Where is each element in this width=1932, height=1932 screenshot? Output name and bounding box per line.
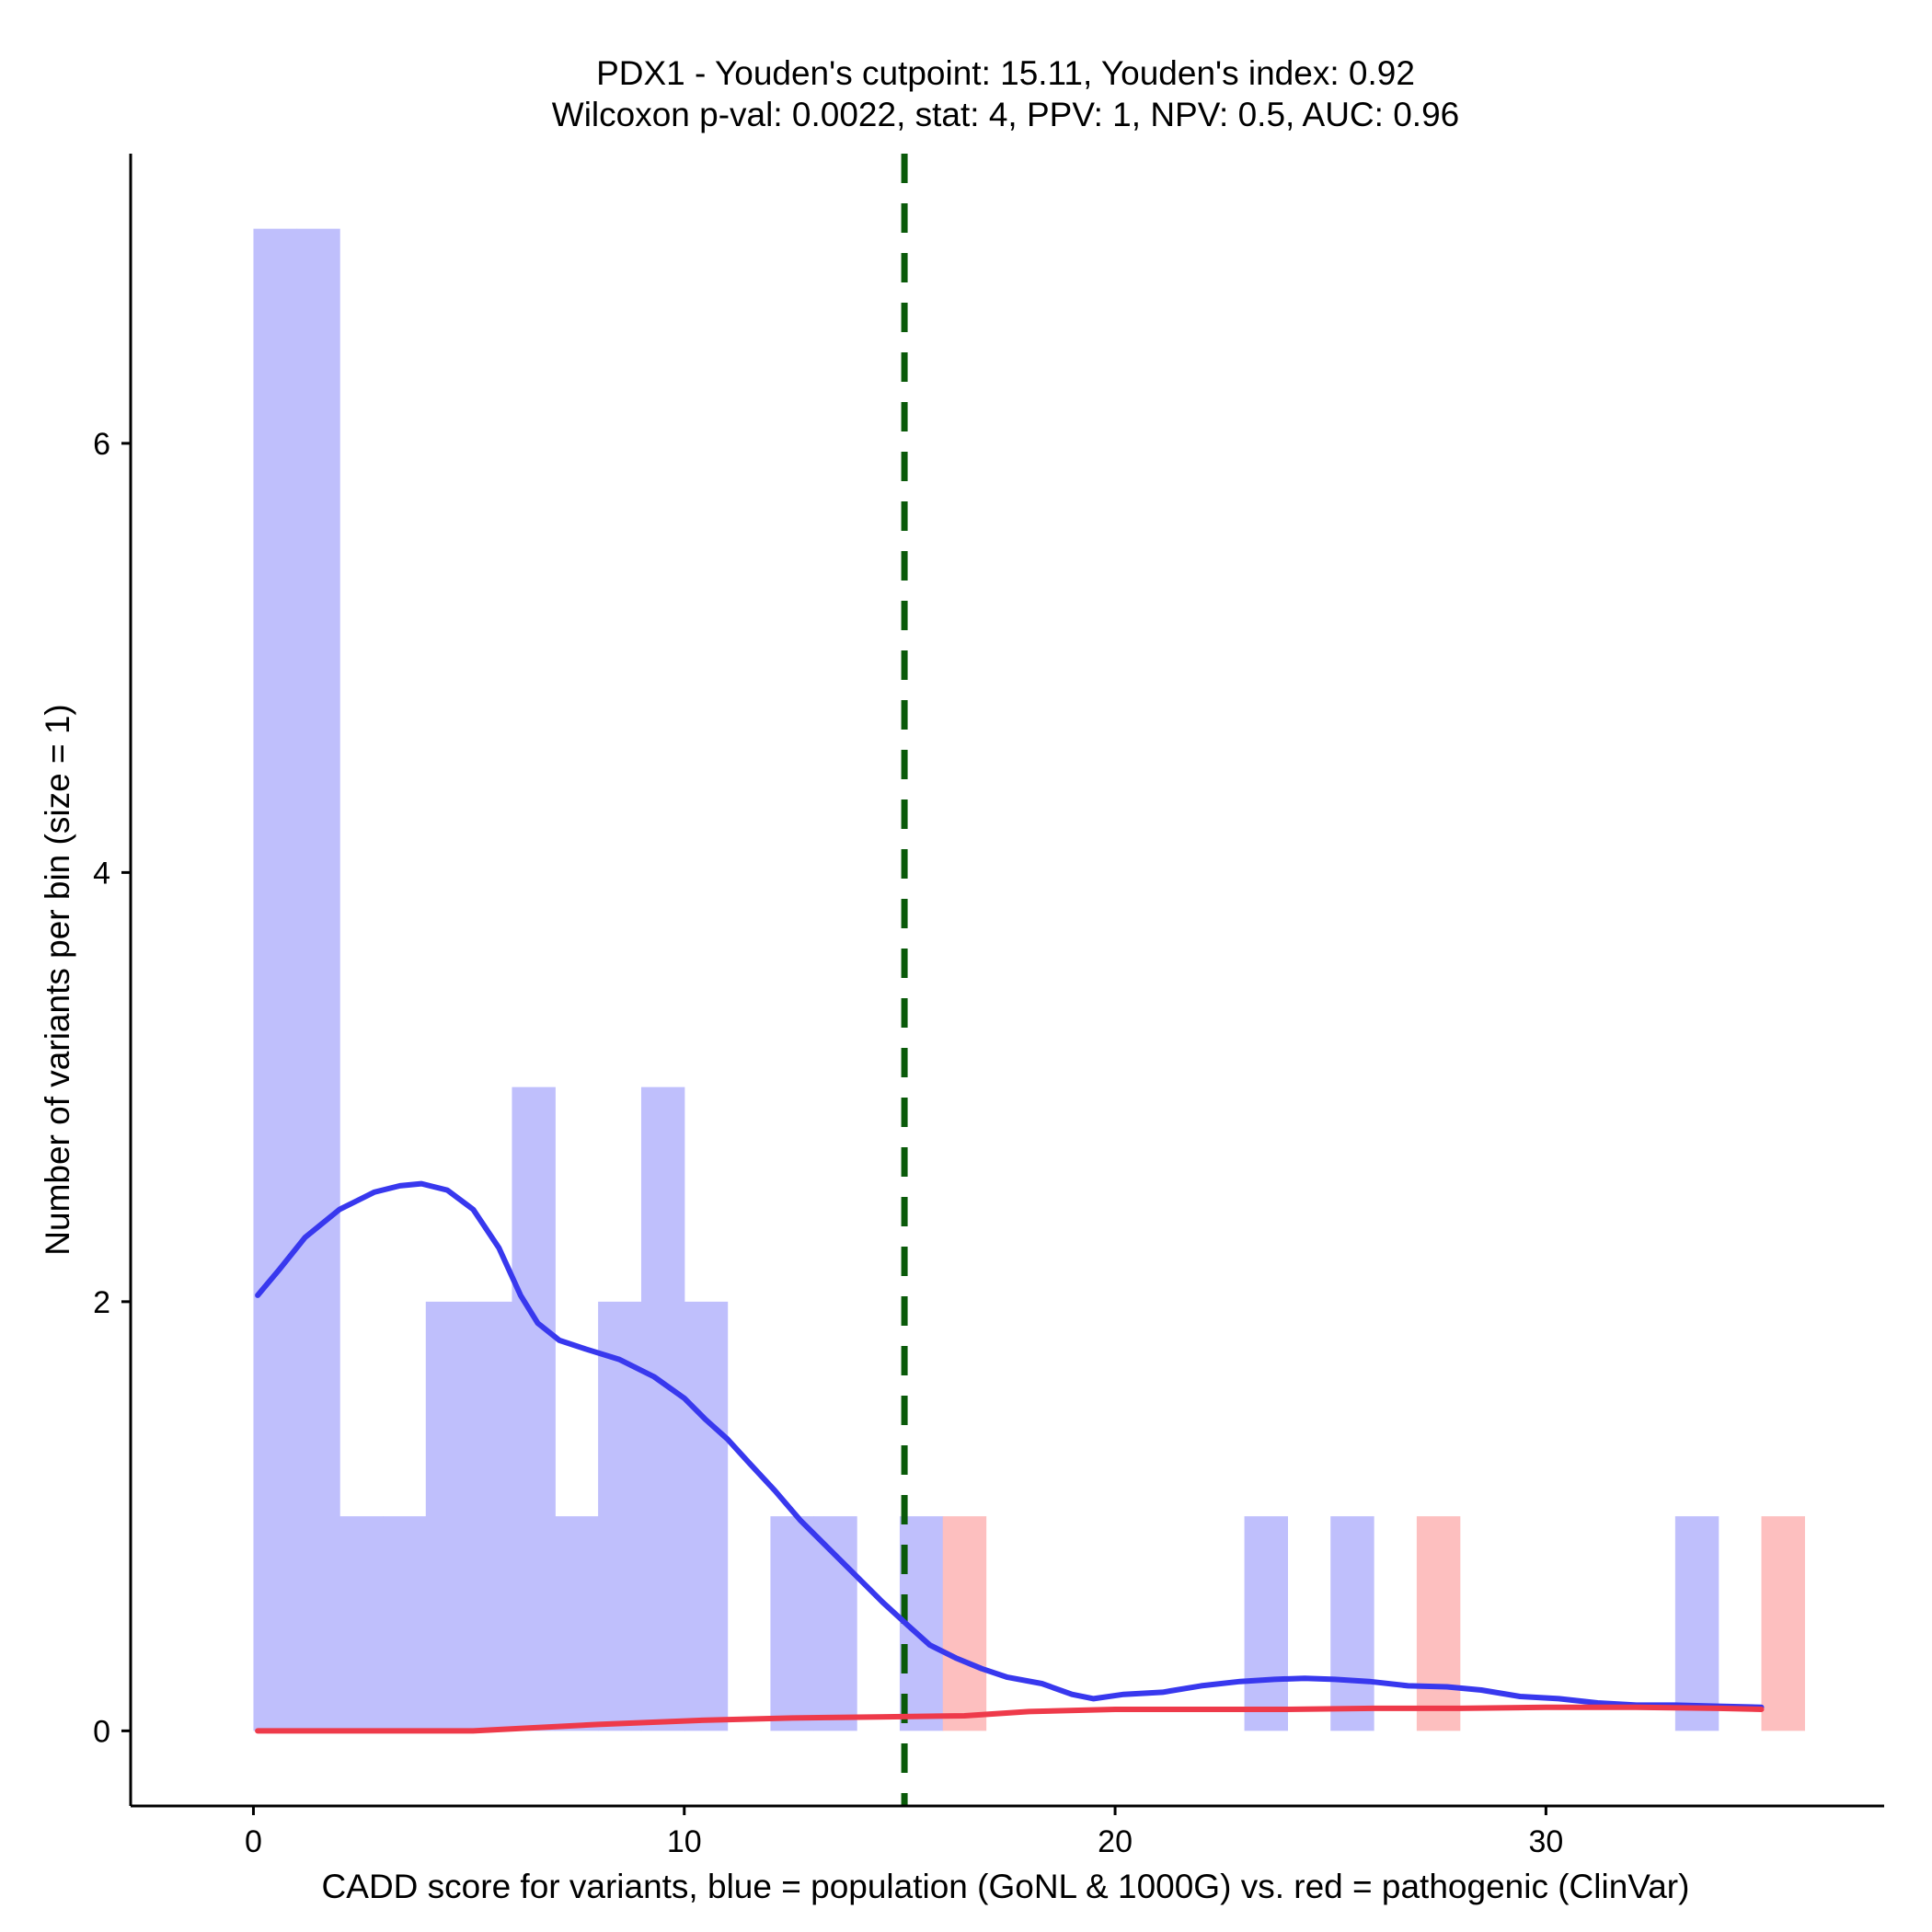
histogram-bars: [253, 228, 1805, 1731]
population-bar-11: [770, 1516, 814, 1731]
chart-title-line-2: Wilcoxon p-val: 0.0022, stat: 4, PPV: 1,…: [552, 96, 1459, 133]
population-bar-15: [1330, 1516, 1374, 1731]
x-tick-label-0: 0: [245, 1824, 262, 1859]
population-bar-1: [296, 228, 340, 1731]
y-tick-label-2: 2: [93, 1285, 110, 1320]
y-tick-label-0: 0: [93, 1714, 110, 1749]
pathogenic-bar-2: [1761, 1516, 1805, 1731]
population-bar-7: [555, 1516, 599, 1731]
x-tick-label-10: 10: [667, 1824, 702, 1859]
pathogenic-bar-1: [1416, 1516, 1461, 1731]
population-bar-3: [382, 1516, 427, 1731]
population-bar-4: [425, 1301, 470, 1731]
axes: 0 2 4 6 0 10 20 30: [93, 154, 1884, 1859]
population-bar-12: [813, 1516, 857, 1731]
population-bar-16: [1674, 1516, 1719, 1731]
chart-title-line-1: PDX1 - Youden's cutpoint: 15.11, Youden'…: [596, 54, 1415, 92]
population-density-curve: [255, 1180, 1765, 1710]
x-axis-label: CADD score for variants, blue = populati…: [322, 1868, 1690, 1905]
population-bar-9: [640, 1087, 685, 1731]
x-tick-label-30: 30: [1528, 1824, 1563, 1859]
pathogenic-density-curve: [255, 1704, 1765, 1734]
x-tick-label-20: 20: [1098, 1824, 1133, 1859]
population-bar-14: [1244, 1516, 1288, 1731]
population-bar-8: [598, 1301, 642, 1731]
pathogenic-bar-0: [942, 1516, 987, 1731]
population-bar-5: [468, 1301, 513, 1731]
population-bar-2: [339, 1516, 384, 1731]
y-tick-label-4: 4: [93, 856, 110, 891]
y-axis-label: Number of variants per bin (size = 1): [39, 704, 76, 1255]
population-bar-10: [684, 1301, 729, 1731]
density-curves: [255, 154, 1765, 1806]
population-bar-6: [512, 1087, 556, 1731]
y-tick-label-6: 6: [93, 427, 110, 462]
population-bar-0: [253, 228, 297, 1731]
